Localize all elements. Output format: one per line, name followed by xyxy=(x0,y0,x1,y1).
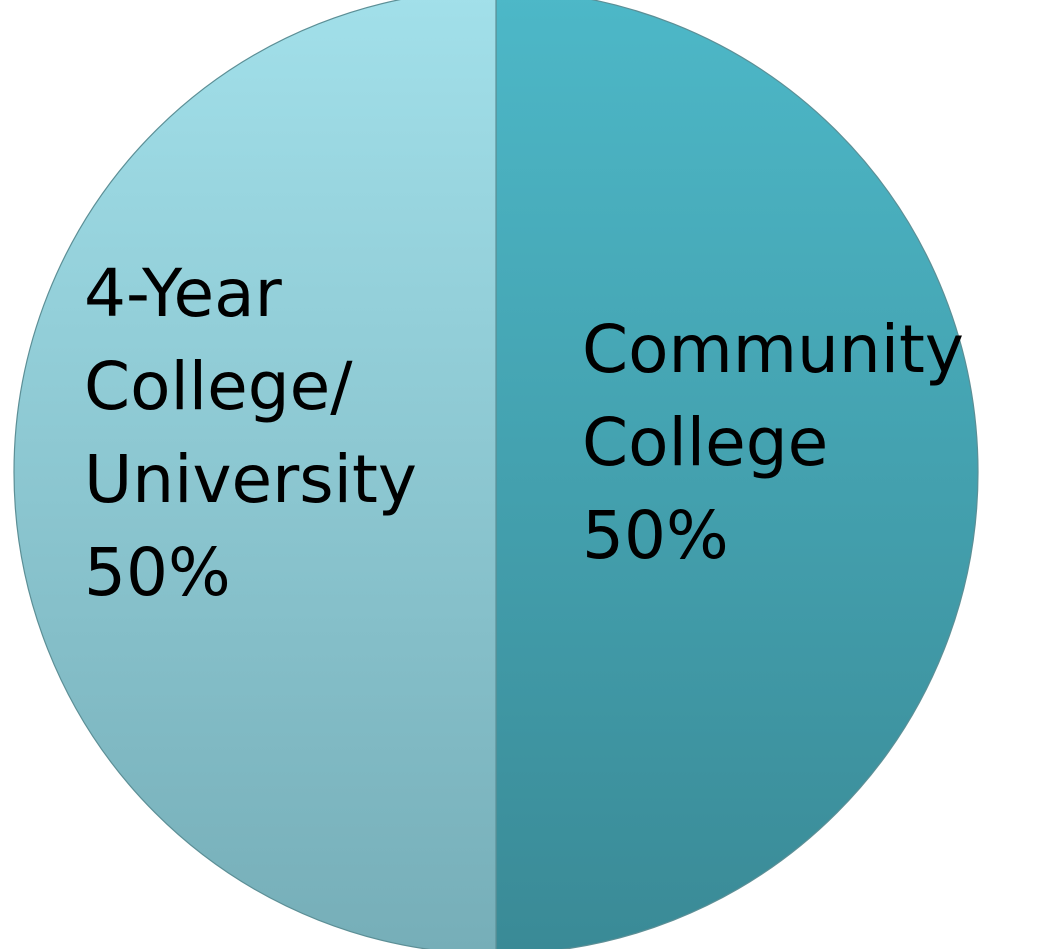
labels-layer: Community College 50% 4-Year College/Univers… xyxy=(84,255,964,611)
slice-label-line: 50% xyxy=(84,534,231,611)
slice-label-line: University xyxy=(84,441,417,518)
slice-label-line: Community xyxy=(582,311,964,388)
pie-slice-4-year-college-university xyxy=(13,0,497,949)
pie-slice-community-college xyxy=(495,0,979,949)
slice-label-line: 50% xyxy=(582,497,729,574)
slices-layer xyxy=(13,0,979,949)
slice-label-line: 4-Year xyxy=(84,255,283,332)
slice-label-line: College/ xyxy=(84,348,353,425)
slice-label-community-college: Community College 50% xyxy=(582,311,964,574)
slice-label-line: College xyxy=(582,404,828,481)
slice-label-4-year-college-university: 4-Year College/University 50% xyxy=(84,255,417,611)
